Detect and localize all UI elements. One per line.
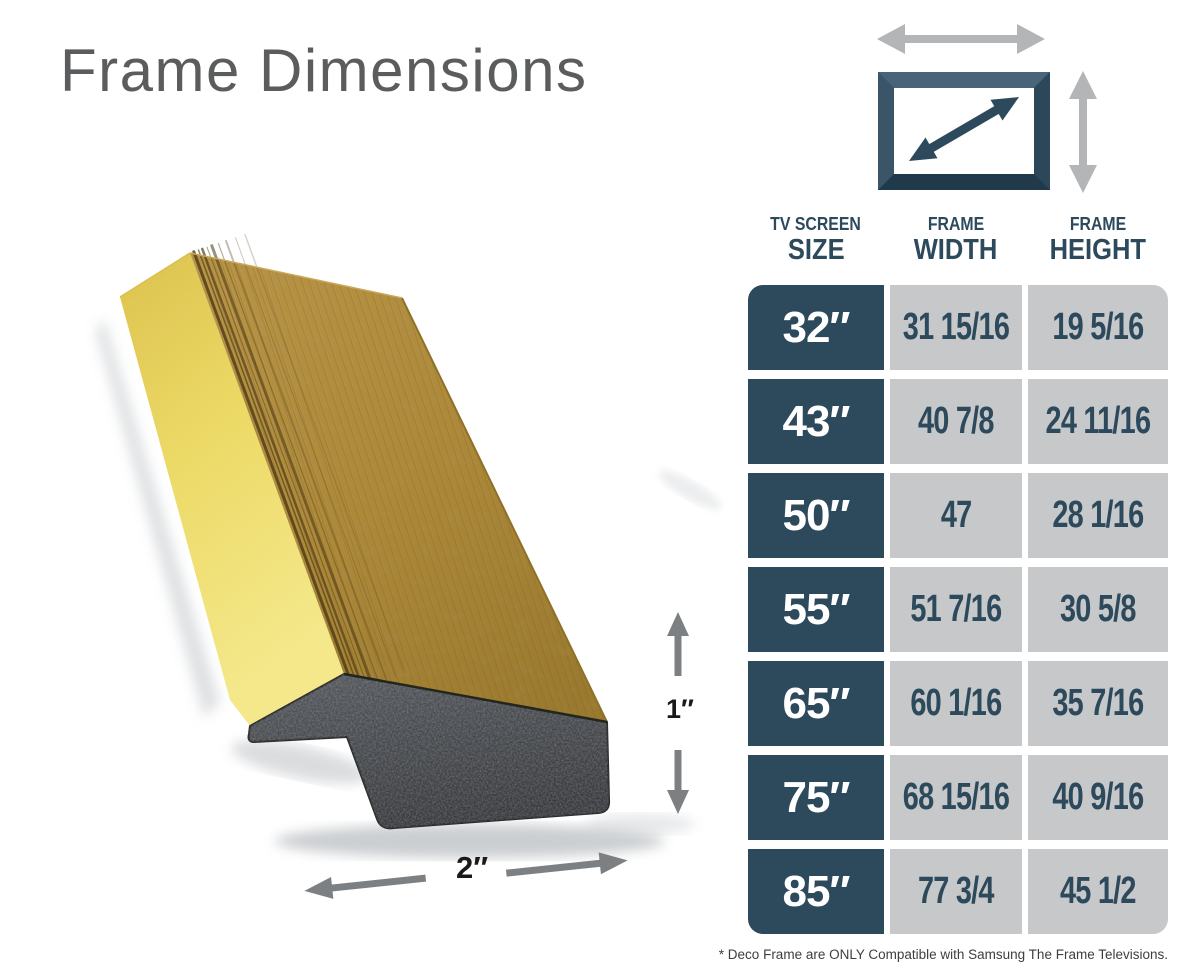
tv-size-cell: 65″ [748,661,884,746]
moulding-inner-lip-face [119,252,344,726]
height-dimension-arrows [667,612,689,814]
tv-size-cell: 75″ [748,755,884,840]
tv-size-cell: 85″ [748,849,884,934]
frame-width-cell: 60 1/16 [890,661,1022,746]
col-header-tv-screen-size: TV SCREEN SIZE [770,214,862,266]
frame-height-cell: 24 11/16 [1028,379,1168,464]
height-arrow-icon [1069,71,1097,193]
moulding-illustration [96,233,722,899]
dimensions-table: TV SCREEN SIZE FRAME WIDTH FRAME HEIGHT … [748,214,1168,934]
compatibility-footnote: * Deco Frame are ONLY Compatible with Sa… [718,947,1168,962]
width-arrow-icon [877,24,1045,54]
height-dimension-label: 1″ [666,694,694,724]
tv-size-cell: 50″ [748,473,884,558]
frame-height-cell: 35 7/16 [1028,661,1168,746]
frame-width-cell: 51 7/16 [890,567,1022,652]
tv-size-cell: 55″ [748,567,884,652]
frame-width-cell: 31 15/16 [890,285,1022,370]
page-title: Frame Dimensions [60,37,588,104]
col-header-frame-width: FRAME WIDTH [914,214,998,266]
frame-height-cell: 40 9/16 [1028,755,1168,840]
width-dimension-label: 2″ [455,850,489,885]
drop-shadows [96,318,722,858]
table-header-row: TV SCREEN SIZE FRAME WIDTH FRAME HEIGHT [748,214,1168,275]
tv-size-icon [877,24,1097,193]
frame-height-cell: 45 1/2 [1028,849,1168,934]
wood-grain-streaks [192,233,406,692]
tv-size-cell: 43″ [748,379,884,464]
frame-width-cell: 77 3/4 [890,849,1022,934]
dimensions-table-body: 32″ 31 15/16 19 5/16 43″ 40 7/8 24 11/16… [748,285,1168,934]
col-header-frame-height: FRAME HEIGHT [1049,214,1147,266]
frame-height-cell: 19 5/16 [1028,285,1168,370]
frame-width-cell: 68 15/16 [890,755,1022,840]
frame-width-cell: 40 7/8 [890,379,1022,464]
frame-height-cell: 30 5/8 [1028,567,1168,652]
diagonal-arrow-icon [909,97,1019,161]
frame-height-cell: 28 1/16 [1028,473,1168,558]
frame-width-cell: 47 [890,473,1022,558]
width-dimension-arrows [304,852,628,899]
tv-size-cell: 32″ [748,285,884,370]
